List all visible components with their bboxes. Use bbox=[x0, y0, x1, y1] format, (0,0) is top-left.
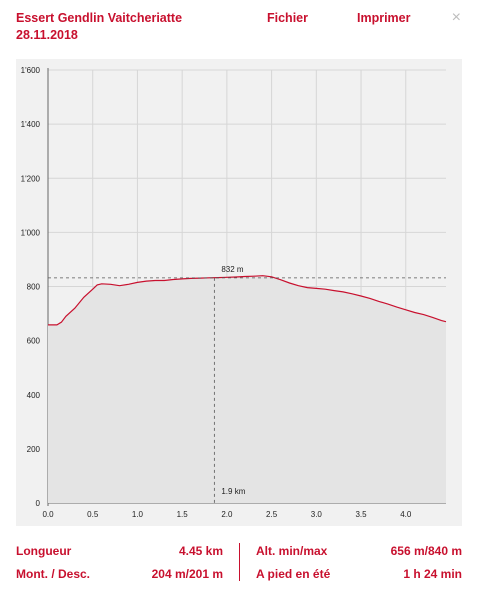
y-tick-label: 200 bbox=[27, 445, 41, 454]
x-tick-label: 0.5 bbox=[87, 510, 99, 519]
elevation-chart-svg: 0 200 400 600 800 1'000 1'200 1'400 1'600 0.0 0.5 1… bbox=[21, 66, 447, 519]
elevation-line bbox=[48, 275, 447, 326]
updown-label: Mont. / Desc. bbox=[16, 567, 91, 581]
close-icon[interactable]: × bbox=[451, 9, 461, 26]
y-tick-label: 1'600 bbox=[21, 66, 41, 75]
marker-elevation-label: 832 m bbox=[221, 265, 244, 274]
x-tick-label: 1.5 bbox=[177, 510, 189, 519]
file-menu-button[interactable]: Fichier bbox=[267, 11, 308, 25]
y-tick-label: 400 bbox=[27, 391, 41, 400]
length-label: Longueur bbox=[16, 544, 72, 558]
altitude-value: 656 m/840 m bbox=[390, 544, 462, 558]
route-title: Essert Gendlin Vaitcheriatte bbox=[16, 11, 183, 25]
marker-distance-label: 1.9 km bbox=[221, 487, 245, 496]
walking-time-value: 1 h 24 min bbox=[403, 567, 462, 581]
elevation-profile-chart: 0 200 400 600 800 1'000 1'200 1'400 1'600 0.0 0.5 1… bbox=[16, 59, 462, 526]
length-value: 4.45 km bbox=[178, 544, 223, 558]
y-tick-label: 600 bbox=[27, 337, 41, 346]
y-tick-label: 1'200 bbox=[21, 174, 41, 183]
x-tick-label: 4.0 bbox=[400, 510, 412, 519]
x-tick-label: 3.5 bbox=[355, 510, 367, 519]
print-button[interactable]: Imprimer bbox=[357, 11, 411, 25]
x-tick-label: 2.0 bbox=[221, 510, 233, 519]
y-tick-label: 0 bbox=[36, 499, 41, 508]
x-tick-label: 3.0 bbox=[311, 510, 323, 519]
walking-time-label: A pied en été bbox=[256, 567, 331, 581]
x-tick-label: 0.0 bbox=[42, 510, 54, 519]
x-tick-label: 1.0 bbox=[132, 510, 144, 519]
elevation-area bbox=[48, 275, 446, 503]
updown-value: 204 m/201 m bbox=[151, 567, 223, 581]
y-tick-label: 1'400 bbox=[21, 120, 41, 129]
stats-divider bbox=[239, 543, 240, 581]
x-tick-label: 2.5 bbox=[266, 510, 278, 519]
altitude-label: Alt. min/max bbox=[256, 544, 328, 558]
y-tick-label: 1'000 bbox=[21, 228, 41, 237]
y-tick-label: 800 bbox=[27, 283, 41, 292]
route-date: 28.11.2018 bbox=[16, 28, 78, 42]
